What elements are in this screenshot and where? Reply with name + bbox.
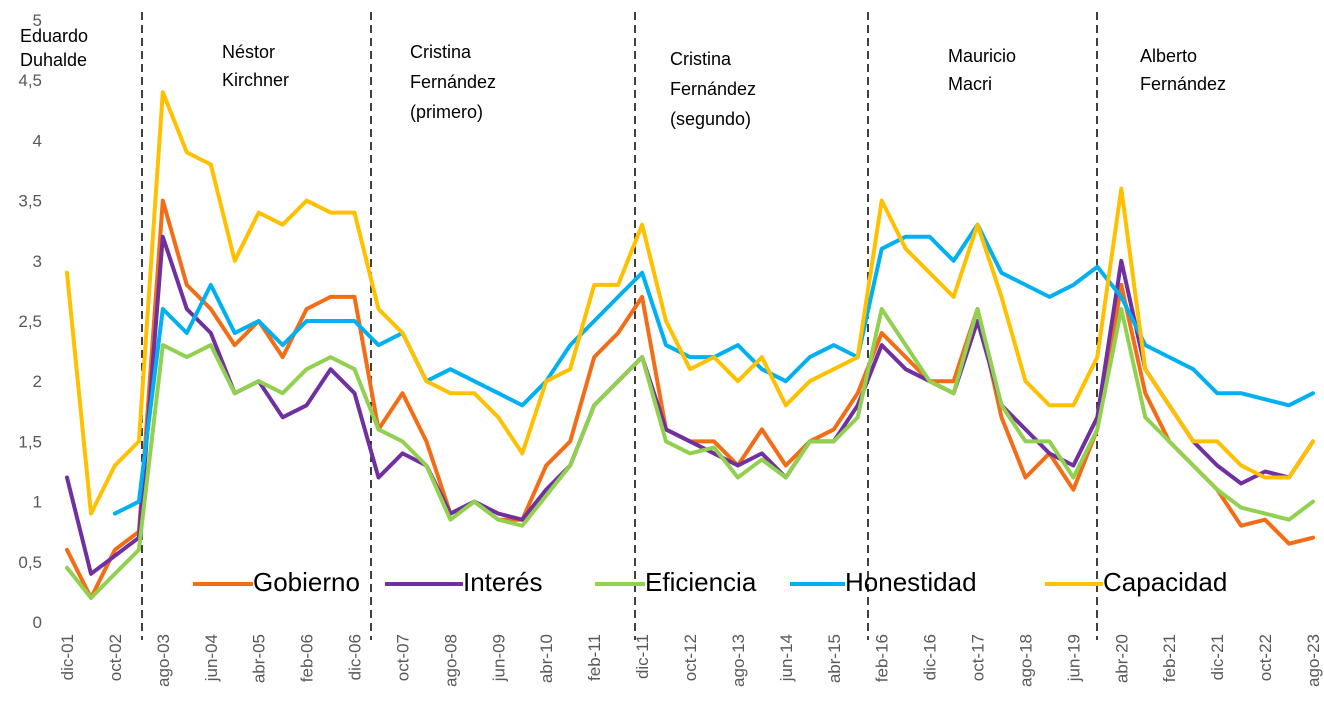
y-tick-label: 2,5 (18, 312, 42, 331)
series-line (65, 234, 1315, 576)
period-label: Fernández (410, 72, 496, 92)
x-tick-label: oct-22 (1256, 634, 1275, 681)
x-tick-label: ago-23 (1304, 634, 1323, 687)
y-tick-label: 3,5 (18, 192, 42, 211)
x-tick-label: dic-11 (633, 634, 652, 679)
series-line (65, 307, 1315, 600)
y-tick-label: 4 (33, 131, 42, 150)
x-tick-label: ago-08 (441, 634, 460, 687)
period-label: Mauricio (948, 46, 1016, 66)
x-tick-label: abr-15 (825, 634, 844, 683)
period-label: Néstor (222, 42, 275, 62)
x-tick-label: oct-02 (106, 634, 125, 681)
x-tick-label: ago-03 (154, 634, 173, 687)
x-tick-label: abr-05 (250, 634, 269, 683)
x-tick-label: oct-12 (681, 634, 700, 681)
y-tick-label: 0,5 (18, 553, 42, 572)
x-tick-label: dic-01 (58, 634, 77, 680)
series-line (65, 90, 1315, 516)
legend-label: Gobierno (253, 567, 360, 597)
period-label: Macri (948, 74, 992, 94)
x-tick-label: jun-09 (489, 634, 508, 682)
period-label: Fernández (670, 79, 756, 99)
period-label: Cristina (670, 49, 732, 69)
series-line (65, 198, 1315, 600)
period-label: Kirchner (222, 70, 289, 90)
period-label: Duhalde (20, 50, 87, 70)
y-tick-label: 0 (33, 613, 42, 632)
legend-label: Eficiencia (645, 567, 757, 597)
period-label: (primero) (410, 102, 483, 122)
x-tick-label: abr-10 (537, 634, 556, 683)
period-label: (segundo) (670, 109, 751, 129)
period-label: Fernández (1140, 74, 1226, 94)
x-tick-label: ago-18 (1016, 634, 1035, 687)
legend-label: Interés (463, 567, 543, 597)
legend-label: Honestidad (845, 567, 977, 597)
x-tick-label: dic-16 (921, 634, 940, 680)
x-tick-label: oct-17 (969, 634, 988, 681)
x-tick-label: feb-11 (585, 634, 604, 681)
x-tick-label: dic-06 (346, 634, 365, 680)
y-tick-label: 1,5 (18, 432, 42, 451)
x-tick-label: feb-06 (298, 634, 317, 682)
y-tick-label: 2 (33, 372, 42, 391)
y-tick-label: 3 (33, 252, 42, 271)
legend-label: Capacidad (1103, 567, 1227, 597)
period-label: Eduardo (20, 26, 88, 46)
x-tick-label: abr-20 (1112, 634, 1131, 683)
period-label: Alberto (1140, 46, 1197, 66)
y-tick-label: 4,5 (18, 71, 42, 90)
x-tick-label: jun-19 (1064, 634, 1083, 682)
x-tick-label: feb-21 (1160, 634, 1179, 682)
x-tick-label: ago-13 (729, 634, 748, 687)
x-tick-label: dic-21 (1208, 634, 1227, 680)
x-tick-label: feb-16 (873, 634, 892, 682)
y-tick-label: 5 (33, 11, 42, 30)
y-tick-label: 1 (33, 493, 42, 512)
x-tick-label: oct-07 (393, 634, 412, 681)
x-tick-label: jun-14 (777, 634, 796, 682)
period-label: Cristina (410, 42, 472, 62)
x-tick-label: jun-04 (202, 634, 221, 682)
